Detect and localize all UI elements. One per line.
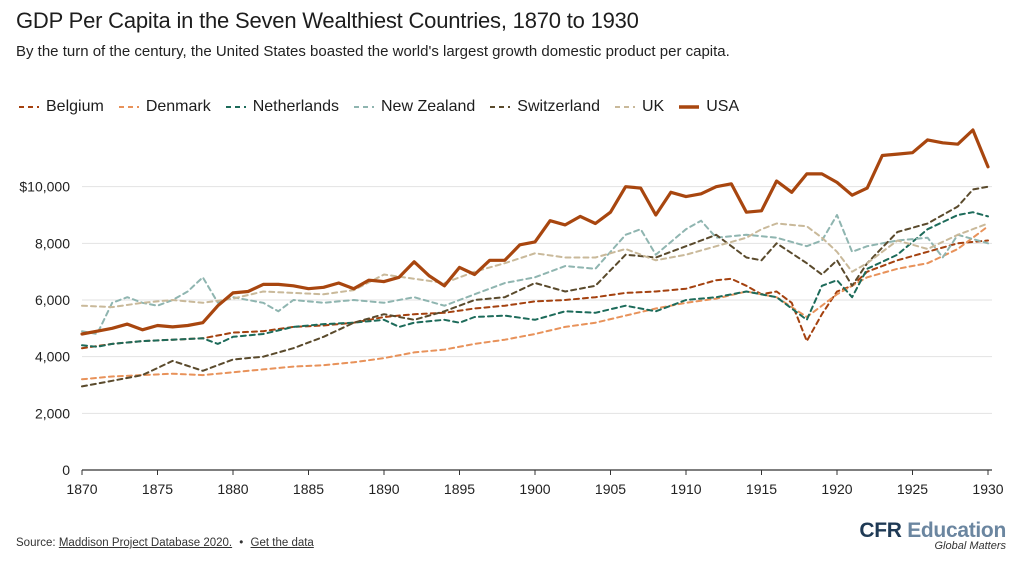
- source-note: Source: Maddison Project Database 2020. …: [16, 537, 314, 549]
- x-tick-label: 1875: [142, 481, 173, 497]
- y-tick-label: 2,000: [35, 405, 70, 421]
- bullet-separator: •: [239, 537, 244, 549]
- legend-swatch: [19, 106, 39, 108]
- y-tick-label: 0: [62, 462, 70, 478]
- legend-swatch: [490, 106, 511, 108]
- get-data-link[interactable]: Get the data: [250, 537, 314, 549]
- brand-tagline: Global Matters: [934, 540, 1006, 552]
- page-subtitle: By the turn of the century, the United S…: [16, 43, 730, 60]
- legend-label: Denmark: [145, 98, 211, 115]
- series-line-usa: [80, 128, 990, 336]
- x-tick-label: 1900: [519, 481, 550, 497]
- legend-label: USA: [706, 98, 740, 115]
- chart-legend: Belgium Denmark Netherlands New Zealand Swit…: [18, 98, 753, 116]
- y-tick-label: $10,000: [19, 179, 70, 195]
- series-line-switzerland: [81, 185, 989, 388]
- source-prefix: Source:: [16, 537, 56, 549]
- legend-item-belgium: Belgium: [18, 98, 104, 116]
- legend-item-denmark: Denmark: [118, 98, 211, 116]
- y-tick-label: 8,000: [35, 235, 70, 251]
- y-tick-label: 6,000: [35, 292, 70, 308]
- legend-swatch: [679, 105, 700, 109]
- brand-name: CFR Education: [859, 519, 1006, 543]
- legend-item-usa: USA: [678, 98, 739, 116]
- page-title: GDP Per Capita in the Seven Wealthiest C…: [16, 8, 639, 33]
- x-tick-label: 1925: [897, 481, 928, 497]
- legend-swatch: [614, 106, 635, 108]
- x-tick-label: 1885: [293, 481, 324, 497]
- legend-item-uk: UK: [614, 98, 664, 116]
- x-tick-label: 1915: [746, 481, 777, 497]
- brand-logo: CFR Education Global Matters: [859, 519, 1006, 552]
- x-tick-label: 1910: [670, 481, 701, 497]
- x-tick-label: 1870: [66, 481, 97, 497]
- legend-label: Belgium: [46, 98, 104, 115]
- legend-item-new-zealand: New Zealand: [353, 98, 475, 116]
- legend-label: UK: [641, 98, 665, 115]
- series-line-denmark: [81, 225, 989, 381]
- legend-item-netherlands: Netherlands: [225, 98, 339, 116]
- brand-name-cfr: CFR: [859, 519, 902, 542]
- legend-label: New Zealand: [381, 98, 476, 115]
- x-tick-label: 1890: [368, 481, 399, 497]
- x-tick-label: 1920: [821, 481, 852, 497]
- series-line-belgium: [81, 239, 989, 350]
- x-tick-label: 1895: [444, 481, 475, 497]
- legend-item-switzerland: Switzerland: [489, 98, 600, 116]
- x-tick-label: 1905: [595, 481, 626, 497]
- series-line-netherlands: [81, 211, 989, 348]
- legend-swatch: [354, 106, 374, 108]
- legend-label: Netherlands: [252, 98, 339, 115]
- x-tick-label: 1930: [972, 481, 1003, 497]
- series-line-uk: [81, 222, 989, 309]
- legend-swatch: [225, 106, 246, 108]
- y-tick-label: 4,000: [35, 349, 70, 365]
- legend-swatch: [118, 106, 139, 108]
- x-tick-label: 1880: [217, 481, 248, 497]
- legend-label: Switzerland: [517, 98, 600, 115]
- source-link[interactable]: Maddison Project Database 2020.: [58, 537, 233, 549]
- brand-name-education: Education: [907, 519, 1006, 542]
- series-line-new-zealand: [81, 214, 989, 335]
